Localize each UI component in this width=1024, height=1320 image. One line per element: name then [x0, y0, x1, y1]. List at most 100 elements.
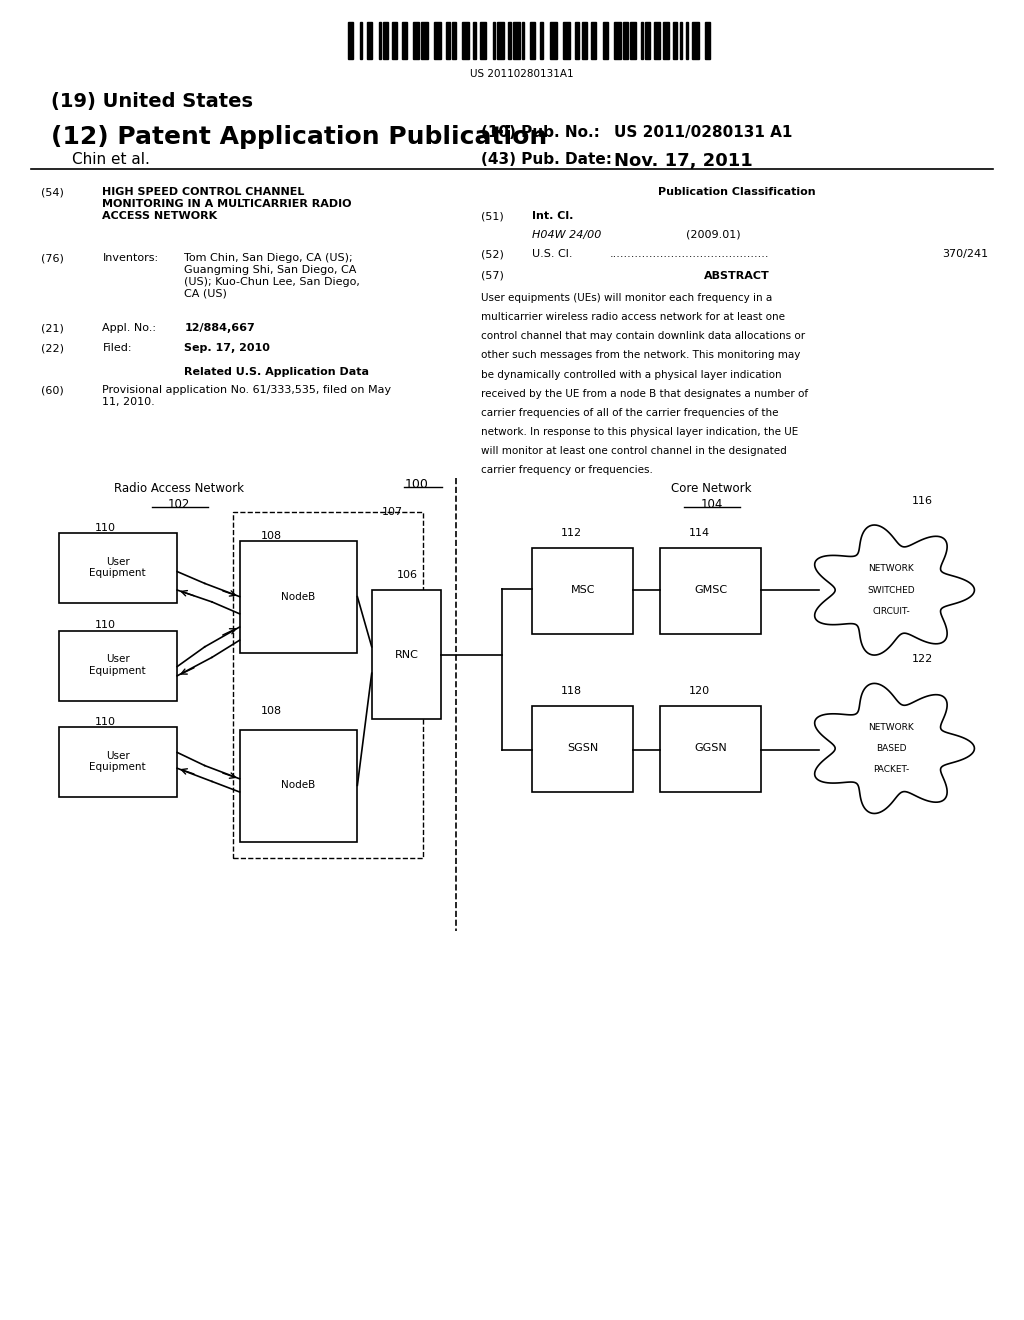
Bar: [614, 22, 621, 59]
Text: H04W 24/00: H04W 24/00: [532, 230, 602, 240]
Text: network. In response to this physical layer indication, the UE: network. In response to this physical la…: [481, 428, 799, 437]
FancyBboxPatch shape: [59, 727, 177, 797]
Text: (19) United States: (19) United States: [51, 92, 253, 111]
Text: MSC: MSC: [570, 585, 595, 595]
Bar: [434, 22, 441, 59]
Text: 100: 100: [404, 478, 428, 491]
Text: User
Equipment: User Equipment: [89, 751, 146, 772]
Bar: [624, 22, 629, 59]
FancyBboxPatch shape: [240, 541, 357, 653]
Text: NodeB: NodeB: [281, 780, 315, 791]
Bar: [591, 22, 596, 59]
Text: GGSN: GGSN: [694, 743, 727, 754]
FancyBboxPatch shape: [532, 706, 633, 792]
Text: 108: 108: [261, 706, 283, 717]
Bar: [402, 22, 408, 59]
Text: 104: 104: [700, 498, 723, 511]
Text: (57): (57): [481, 271, 504, 281]
Bar: [480, 22, 486, 59]
Bar: [540, 22, 544, 59]
Bar: [522, 22, 524, 59]
Text: control channel that may contain downlink data allocations or: control channel that may contain downlin…: [481, 331, 806, 342]
Text: Core Network: Core Network: [672, 482, 752, 495]
Text: 114: 114: [689, 528, 711, 539]
Bar: [663, 22, 670, 59]
Text: 12/884,667: 12/884,667: [184, 323, 255, 334]
Text: 108: 108: [261, 531, 283, 541]
FancyBboxPatch shape: [372, 590, 441, 719]
Text: ............................................: ........................................…: [609, 249, 769, 260]
Text: GMSC: GMSC: [694, 585, 727, 595]
Text: NodeB: NodeB: [281, 591, 315, 602]
Bar: [631, 22, 636, 59]
Text: User equipments (UEs) will monitor each frequency in a: User equipments (UEs) will monitor each …: [481, 293, 772, 304]
Bar: [529, 22, 535, 59]
Text: (52): (52): [481, 249, 504, 260]
Bar: [686, 22, 688, 59]
Text: SWITCHED: SWITCHED: [867, 586, 914, 594]
Bar: [673, 22, 677, 59]
Text: carrier frequencies of all of the carrier frequencies of the: carrier frequencies of all of the carrie…: [481, 408, 779, 418]
Text: US 20110280131A1: US 20110280131A1: [470, 69, 574, 79]
Text: Filed:: Filed:: [102, 343, 132, 354]
Bar: [359, 22, 362, 59]
Polygon shape: [815, 684, 975, 813]
Text: Chin et al.: Chin et al.: [72, 152, 150, 166]
Bar: [392, 22, 397, 59]
Text: (22): (22): [41, 343, 63, 354]
Text: Nov. 17, 2011: Nov. 17, 2011: [614, 152, 753, 170]
Bar: [498, 22, 504, 59]
Text: User
Equipment: User Equipment: [89, 655, 146, 676]
Bar: [563, 22, 569, 59]
Bar: [368, 22, 373, 59]
Text: (10) Pub. No.:: (10) Pub. No.:: [481, 125, 600, 140]
Bar: [680, 22, 682, 59]
FancyBboxPatch shape: [59, 631, 177, 701]
Text: Related U.S. Application Data: Related U.S. Application Data: [184, 367, 370, 378]
FancyBboxPatch shape: [532, 548, 633, 634]
Text: (43) Pub. Date:: (43) Pub. Date:: [481, 152, 612, 166]
Text: RNC: RNC: [394, 649, 419, 660]
Bar: [583, 22, 588, 59]
Text: (12) Patent Application Publication: (12) Patent Application Publication: [51, 125, 548, 149]
FancyBboxPatch shape: [233, 512, 423, 858]
Bar: [603, 22, 608, 59]
Text: other such messages from the network. This monitoring may: other such messages from the network. Th…: [481, 350, 801, 360]
Text: (60): (60): [41, 385, 63, 396]
Text: BASED: BASED: [876, 744, 906, 752]
Text: 102: 102: [168, 498, 190, 511]
Text: Appl. No.:: Appl. No.:: [102, 323, 157, 334]
Text: Provisional application No. 61/333,535, filed on May
11, 2010.: Provisional application No. 61/333,535, …: [102, 385, 391, 407]
FancyBboxPatch shape: [660, 706, 761, 792]
Text: Inventors:: Inventors:: [102, 253, 159, 264]
Bar: [462, 22, 469, 59]
Text: HIGH SPEED CONTROL CHANNEL
MONITORING IN A MULTICARRIER RADIO
ACCESS NETWORK: HIGH SPEED CONTROL CHANNEL MONITORING IN…: [102, 187, 352, 220]
Bar: [421, 22, 428, 59]
Text: U.S. Cl.: U.S. Cl.: [532, 249, 573, 260]
Text: multicarrier wireless radio access network for at least one: multicarrier wireless radio access netwo…: [481, 312, 785, 322]
Text: US 2011/0280131 A1: US 2011/0280131 A1: [614, 125, 793, 140]
FancyBboxPatch shape: [240, 730, 357, 842]
Text: (76): (76): [41, 253, 63, 264]
FancyBboxPatch shape: [660, 548, 761, 634]
Bar: [413, 22, 419, 59]
Text: be dynamically controlled with a physical layer indication: be dynamically controlled with a physica…: [481, 370, 782, 380]
FancyBboxPatch shape: [59, 533, 177, 603]
Bar: [692, 22, 698, 59]
Text: 110: 110: [95, 717, 117, 727]
Text: User
Equipment: User Equipment: [89, 557, 146, 578]
Text: CIRCUIT-: CIRCUIT-: [872, 607, 909, 615]
Text: Tom Chin, San Diego, CA (US);
Guangming Shi, San Diego, CA
(US); Kuo-Chun Lee, S: Tom Chin, San Diego, CA (US); Guangming …: [184, 253, 360, 298]
Bar: [383, 22, 388, 59]
Text: will monitor at least one control channel in the designated: will monitor at least one control channe…: [481, 446, 787, 457]
Text: 110: 110: [95, 620, 117, 631]
Bar: [513, 22, 520, 59]
Text: Int. Cl.: Int. Cl.: [532, 211, 573, 222]
Text: Publication Classification: Publication Classification: [658, 187, 816, 198]
Bar: [472, 22, 476, 59]
Bar: [348, 22, 353, 59]
Bar: [493, 22, 496, 59]
Polygon shape: [815, 525, 975, 655]
Text: 116: 116: [911, 495, 933, 506]
Text: 370/241: 370/241: [942, 249, 988, 260]
